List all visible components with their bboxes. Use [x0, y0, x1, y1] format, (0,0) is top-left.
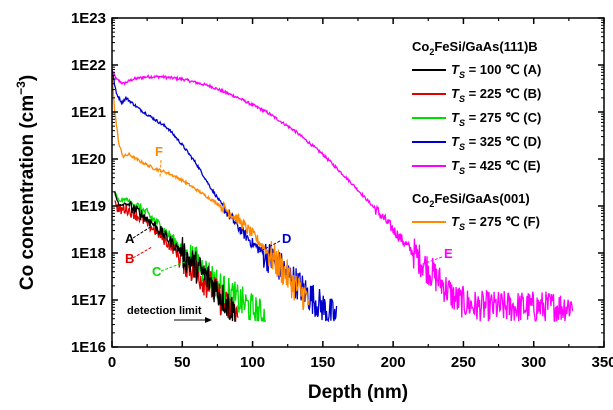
x-tick-label: 300	[521, 354, 546, 371]
curve-label-B: B	[125, 251, 134, 266]
curve-label-A: A	[125, 231, 135, 246]
y-tick-label: 1E18	[71, 245, 106, 262]
series-line-E	[112, 69, 574, 322]
x-tick-label: 200	[381, 354, 406, 371]
x-tick-label: 50	[174, 354, 191, 371]
curve-label-F: F	[155, 144, 163, 159]
curve-label-leader-A	[132, 225, 153, 239]
curve-label-leader-E	[419, 256, 443, 266]
legend-label-A: TS = 100 ℃ (A)	[451, 62, 541, 80]
y-tick-label: 1E23	[71, 10, 106, 27]
series-line-F	[112, 74, 310, 311]
x-tick-label: 150	[310, 354, 335, 371]
series-line-A	[114, 191, 236, 322]
legend: Co2FeSi/GaAs(111)B TS = 100 ℃ (A) TS = 225…	[412, 39, 541, 232]
detection-limit-arrow-head	[205, 317, 212, 323]
curve-label-leader-F	[159, 159, 162, 179]
x-tick-label: 250	[451, 354, 476, 371]
x-tick-label: 100	[240, 354, 265, 371]
legend-label-F: TS = 275 ℃ (F)	[451, 214, 540, 232]
curve-label-C: C	[152, 264, 162, 279]
x-tick-label: 0	[108, 354, 116, 371]
series-line-D	[112, 70, 338, 323]
y-tick-label: 1E19	[71, 198, 106, 215]
series-line-C	[114, 190, 266, 322]
legend-label-C: TS = 275 ℃ (C)	[451, 110, 541, 128]
curve-label-leader-D	[258, 240, 281, 253]
legend-label-E: TS = 425 ℃ (E)	[451, 158, 541, 176]
series-layer	[112, 69, 574, 323]
y-tick-label: 1E16	[71, 339, 106, 356]
y-axis-title: Co concentration (cm−3)	[14, 75, 38, 290]
y-tick-label: 1E22	[71, 57, 106, 74]
legend-group-001: Co2FeSi/GaAs(001)	[412, 191, 530, 209]
legend-label-B: TS = 225 ℃ (B)	[451, 86, 541, 104]
legend-label-D: TS = 325 ℃ (D)	[451, 134, 541, 152]
y-tick-label: 1E21	[71, 104, 106, 121]
y-tick-label: 1E17	[71, 292, 106, 309]
legend-group-111b: Co2FeSi/GaAs(111)B	[412, 39, 538, 57]
curve-label-E: E	[444, 246, 453, 261]
y-tick-label: 1E20	[71, 151, 106, 168]
detection-limit-label: detection limit	[127, 305, 202, 317]
curve-label-leader-C	[160, 261, 186, 272]
curve-label-leader-B	[132, 246, 153, 259]
curve-label-D: D	[282, 231, 291, 246]
axes: 0 50 100 150 200 250 300 350 1E16 1E17 1E18 1E19 1E2…	[14, 10, 613, 403]
x-axis-title: Depth (nm)	[308, 382, 408, 403]
x-tick-label: 350	[591, 354, 613, 371]
